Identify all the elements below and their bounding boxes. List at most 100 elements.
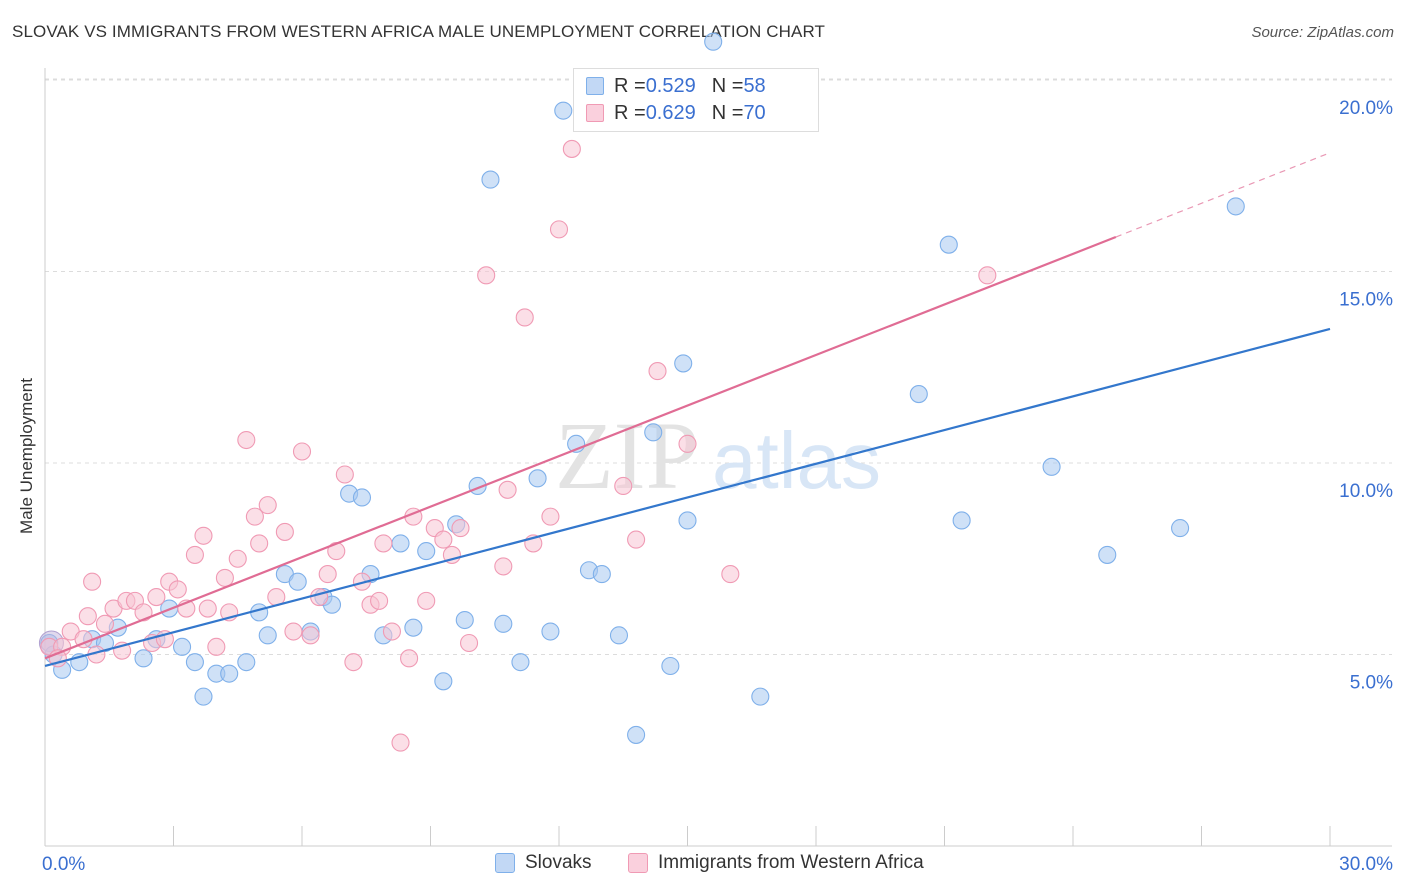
slovaks-point: [592, 565, 611, 584]
slovaks-point: [237, 653, 256, 672]
immigrants-point: [78, 607, 97, 626]
slovaks-point: [417, 542, 436, 561]
immigrants-point: [477, 266, 496, 285]
slovaks-point: [1042, 457, 1061, 476]
slovaks-point: [185, 653, 204, 672]
slovaks-point: [939, 235, 958, 254]
immigrants-point: [83, 572, 102, 591]
immigrants-point: [382, 622, 402, 641]
legend-swatch-slovaks: [586, 77, 604, 95]
slovaks-point: [751, 687, 770, 706]
immigrants-point: [627, 530, 646, 549]
series-name-immigrants: Immigrants from Western Africa: [658, 852, 924, 873]
axes: [44, 68, 1392, 847]
immigrants-point: [258, 496, 277, 515]
slovaks-point: [494, 614, 513, 633]
immigrants-point: [344, 653, 363, 672]
immigrants-point: [147, 587, 166, 607]
trend-lines: [44, 152, 1331, 668]
series-name-slovaks: Slovaks: [525, 852, 592, 873]
legend-row-slovaks: R = 0.529 N = 58: [586, 74, 766, 98]
immigrants-point: [678, 434, 697, 453]
immigrants-trend-extension: [1115, 152, 1331, 238]
legend-n-label: N =: [711, 101, 744, 124]
slovaks-point: [134, 649, 153, 668]
stats-legend: R = 0.529 N = 58 R = 0.629 N = 70: [573, 68, 819, 132]
immigrants-point: [245, 507, 264, 526]
immigrants-point: [134, 603, 153, 622]
slovaks-point: [661, 656, 680, 676]
slovaks-point: [528, 469, 547, 488]
slovaks-point: [704, 32, 723, 51]
immigrants-point: [417, 591, 436, 610]
immigrants-point: [207, 637, 226, 656]
slovaks-point: [1171, 519, 1190, 538]
immigrants-point: [391, 733, 410, 752]
slovaks-point: [1098, 545, 1117, 564]
immigrants-point: [370, 591, 389, 610]
legend-n-value: 70: [743, 101, 766, 124]
slovaks-point: [352, 488, 372, 507]
legend-r-label: R =: [614, 101, 646, 124]
slovaks-point: [434, 672, 453, 691]
series-swatch-immigrants: [628, 853, 648, 873]
chart-title: SLOVAK VS IMMIGRANTS FROM WESTERN AFRICA…: [12, 22, 826, 41]
immigrants-point: [292, 442, 312, 461]
immigrants-point: [198, 599, 217, 618]
immigrants-point: [498, 480, 517, 499]
slovaks-point: [554, 101, 573, 120]
slovaks-point: [609, 626, 629, 645]
slovaks-point: [455, 610, 474, 630]
y-axis-label: Male Unemployment: [17, 378, 36, 534]
immigrants-point: [237, 430, 256, 450]
immigrants-point: [434, 530, 453, 549]
slovaks-point: [644, 423, 663, 442]
immigrants-point: [194, 526, 213, 545]
slovaks-point: [404, 618, 423, 637]
immigrants-point: [978, 266, 997, 285]
slovaks-point: [541, 622, 560, 641]
immigrants-point: [400, 649, 419, 668]
watermark: ZIP atlas: [555, 402, 881, 509]
immigrants-point: [318, 565, 337, 584]
slovaks-point: [909, 385, 928, 404]
legend-r-value: 0.529: [645, 74, 696, 97]
immigrants-point: [374, 534, 393, 553]
series-legend-immigrants: Immigrants from Western Africa: [628, 852, 924, 874]
immigrants-point: [301, 626, 320, 645]
slovaks-point: [258, 626, 277, 645]
immigrants-point: [228, 549, 247, 568]
immigrants-point: [494, 557, 513, 576]
series-legend-slovaks: Slovaks: [495, 852, 592, 874]
slovaks-point: [674, 354, 693, 373]
tick-labels: 5.0% 10.0% 15.0% 20.0% 0.0% 30.0%: [42, 98, 1393, 875]
immigrants-trend-line: [44, 236, 1117, 660]
immigrants-point: [648, 362, 667, 381]
immigrants-point: [168, 580, 187, 599]
immigrants-points: [40, 74, 997, 752]
legend-swatch-immigrants: [586, 104, 604, 122]
y-tick-label: 15.0%: [1339, 290, 1393, 311]
slovaks-point: [678, 511, 697, 530]
legend-n-value: 58: [743, 74, 766, 97]
immigrants-point: [335, 465, 354, 484]
slovaks-point: [627, 725, 646, 744]
slovaks-point: [511, 653, 530, 672]
immigrants-point: [310, 587, 329, 607]
watermark-atlas: atlas: [712, 416, 881, 505]
immigrants-point: [721, 565, 740, 584]
legend-r-value: 0.629: [645, 101, 696, 124]
immigrants-point: [215, 568, 234, 587]
x-tick-label: 30.0%: [1339, 854, 1393, 875]
y-tick-label: 20.0%: [1339, 98, 1393, 119]
series-swatch-slovaks: [495, 853, 515, 873]
immigrants-point: [515, 308, 534, 327]
slovaks-point: [194, 687, 213, 706]
immigrants-point: [541, 507, 560, 526]
slovaks-point: [1226, 197, 1245, 216]
immigrants-point: [185, 545, 204, 564]
legend-n-label: N =: [711, 74, 744, 97]
slovaks-point: [952, 511, 971, 530]
slovaks-points: [38, 32, 1245, 744]
slovaks-point: [220, 664, 239, 683]
